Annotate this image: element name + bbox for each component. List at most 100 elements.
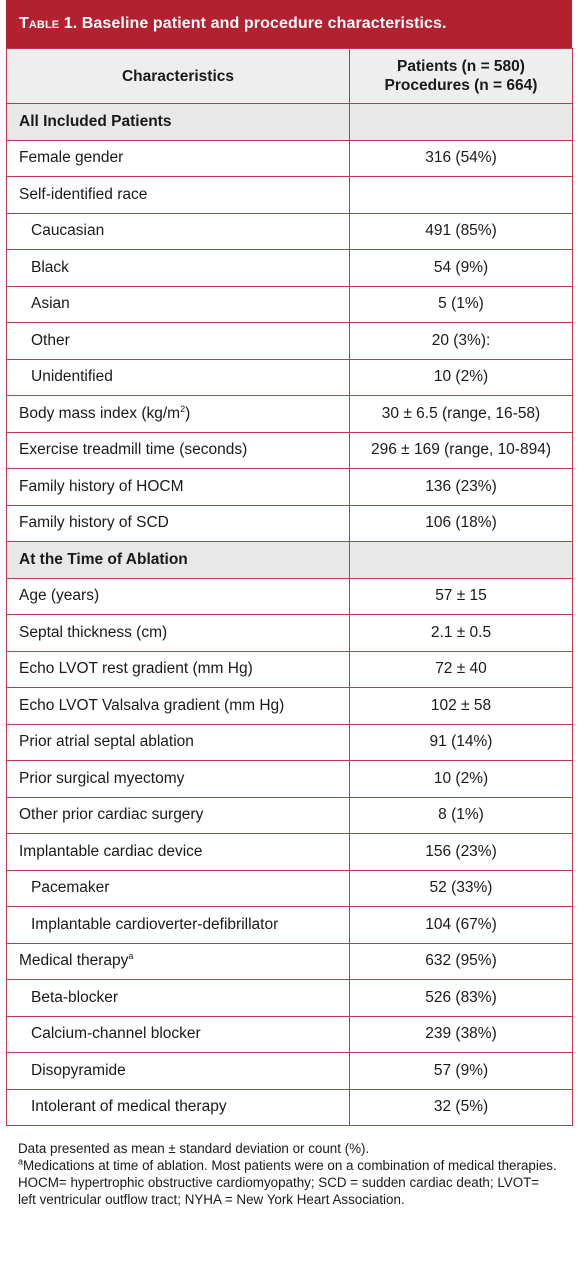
row-label-superscript: a [128,951,134,962]
row-label-text: Asian [31,295,70,313]
row-label-text: Intolerant of medical therapy [31,1098,227,1116]
row-value: 91 (14%) [349,723,573,761]
section-label: All Included Patients [6,103,350,141]
row-label-text: Calcium-channel blocker [31,1025,201,1043]
row-label-text: Caucasian [31,222,105,240]
row-label-text: Implantable cardiac device [19,842,203,860]
row-label-text: Medical therapy [19,952,129,970]
row-label: Prior atrial septal ablation [6,723,350,761]
row-label-text: Self-identified race [19,185,148,203]
row-label-text: At the Time of Ablation [19,550,188,568]
row-label-text: Unidentified [31,368,113,386]
table-row: Other prior cardiac surgery 8 (1%) [6,796,573,834]
row-label: Calcium-channel blocker [6,1015,350,1053]
row-label-text: Female gender [19,149,124,167]
row-label-text: Other [31,331,70,349]
table-row: Black 54 (9%) [6,249,573,287]
row-label: Caucasian [6,212,350,250]
row-label-text: Disopyramide [31,1061,126,1079]
row-label-text: Black [31,258,69,276]
table-row: Family history of HOCM 136 (23%) [6,468,573,506]
characteristics-table: Characteristics Patients (n = 580) Proce… [6,48,573,1126]
table-row: Intolerant of medical therapy 32 (5%) [6,1088,573,1126]
table-body: All Included Patients Female gender 316 (5… [6,103,573,1126]
row-label-text: Family history of SCD [19,514,169,532]
row-value: 30 ± 6.5 (range, 16-58) [349,395,573,433]
row-value: 2.1 ± 0.5 [349,614,573,652]
row-label: Female gender [6,139,350,177]
row-value: 239 (38%) [349,1015,573,1053]
table-row: Septal thickness (cm) 2.1 ± 0.5 [6,614,573,652]
row-value: 20 (3%): [349,322,573,360]
footnote-abbreviations: HOCM= hypertrophic obstructive cardiomyo… [18,1175,540,1207]
table-row: Pacemaker 52 (33%) [6,869,573,907]
row-label-text: Echo LVOT rest gradient (mm Hg) [19,660,253,678]
row-label: Echo LVOT Valsalva gradient (mm Hg) [6,687,350,725]
row-label-text: Beta-blocker [31,988,119,1006]
row-label: Self-identified race [6,176,350,214]
table-title: Baseline patient and procedure character… [81,15,447,32]
row-label-text: Septal thickness (cm) [19,623,168,641]
section-label: At the Time of Ablation [6,541,350,579]
row-label: Implantable cardiac device [6,833,350,871]
row-value: 10 (2%) [349,358,573,396]
section-row: At the Time of Ablation [6,541,573,579]
row-label-text: Age (years) [19,587,100,605]
footnote-data-presentation: Data presented as mean ± standard deviat… [18,1141,370,1156]
row-label: Echo LVOT rest gradient (mm Hg) [6,650,350,688]
table-row: Caucasian 491 (85%) [6,212,573,250]
row-label: Age (years) [6,577,350,615]
table-row: Beta-blocker 526 (83%) [6,979,573,1017]
row-value: 136 (23%) [349,468,573,506]
table-row: Echo LVOT Valsalva gradient (mm Hg) 102 ±… [6,687,573,725]
row-label: Beta-blocker [6,979,350,1017]
row-value: 296 ± 169 (range, 10-894) [349,431,573,469]
row-label: Unidentified [6,358,350,396]
row-label: Septal thickness (cm) [6,614,350,652]
row-value: 156 (23%) [349,833,573,871]
table-row: Prior surgical myectomy 10 (2%) [6,760,573,798]
footnote-a-text: Medications at time of ablation. Most pa… [23,1158,557,1173]
row-value: 632 (95%) [349,942,573,980]
table-row: Echo LVOT rest gradient (mm Hg) 72 ± 40 [6,650,573,688]
table-figure: Table 1. Baseline patient and procedure … [6,0,573,1262]
row-label-text: Pacemaker [31,879,110,897]
row-label-suffix: ) [185,404,191,422]
row-value: 72 ± 40 [349,650,573,688]
row-label-text: Exercise treadmill time (seconds) [19,441,248,459]
table-caption: Table 1. Baseline patient and procedure … [6,0,572,48]
footnote-a: aMedications at time of ablation. Most p… [18,1157,560,1174]
row-label-text: Other prior cardiac surgery [19,806,204,824]
section-row: All Included Patients [6,103,573,141]
row-value: 57 (9%) [349,1052,573,1090]
row-label-text: Implantable cardioverter-defibrillator [31,915,279,933]
footnote-a-mark: a [18,1156,24,1167]
row-value: 10 (2%) [349,760,573,798]
row-value: 52 (33%) [349,869,573,907]
table-row: Implantable cardioverter-defibrillator 10… [6,906,573,944]
row-label: Black [6,249,350,287]
table-row: Implantable cardiac device 156 (23%) [6,833,573,871]
row-label: Exercise treadmill time (seconds) [6,431,350,469]
table-row: Age (years) 57 ± 15 [6,577,573,615]
row-label: Prior surgical myectomy [6,760,350,798]
table-row: Family history of SCD 106 (18%) [6,504,573,542]
row-label: Pacemaker [6,869,350,907]
table-row: Other 20 (3%): [6,322,573,360]
table-row: Disopyramide 57 (9%) [6,1052,573,1090]
row-value: 104 (67%) [349,906,573,944]
row-value [349,176,573,214]
header-patients: Patients (n = 580) [397,58,525,75]
row-value: 8 (1%) [349,796,573,834]
row-value: 316 (54%) [349,139,573,177]
row-value: 102 ± 58 [349,687,573,725]
table-footnotes: Data presented as mean ± standard deviat… [6,1126,572,1208]
row-value [349,103,573,141]
row-label-text: Echo LVOT Valsalva gradient (mm Hg) [19,696,285,714]
row-label-text: Prior atrial septal ablation [19,733,194,751]
row-value: 5 (1%) [349,285,573,323]
table-row: Body mass index (kg/m2) 30 ± 6.5 (range, … [6,395,573,433]
table-number: Table 1. [19,15,78,32]
row-label: Family history of SCD [6,504,350,542]
table-row: Exercise treadmill time (seconds) 296 ± 1… [6,431,573,469]
